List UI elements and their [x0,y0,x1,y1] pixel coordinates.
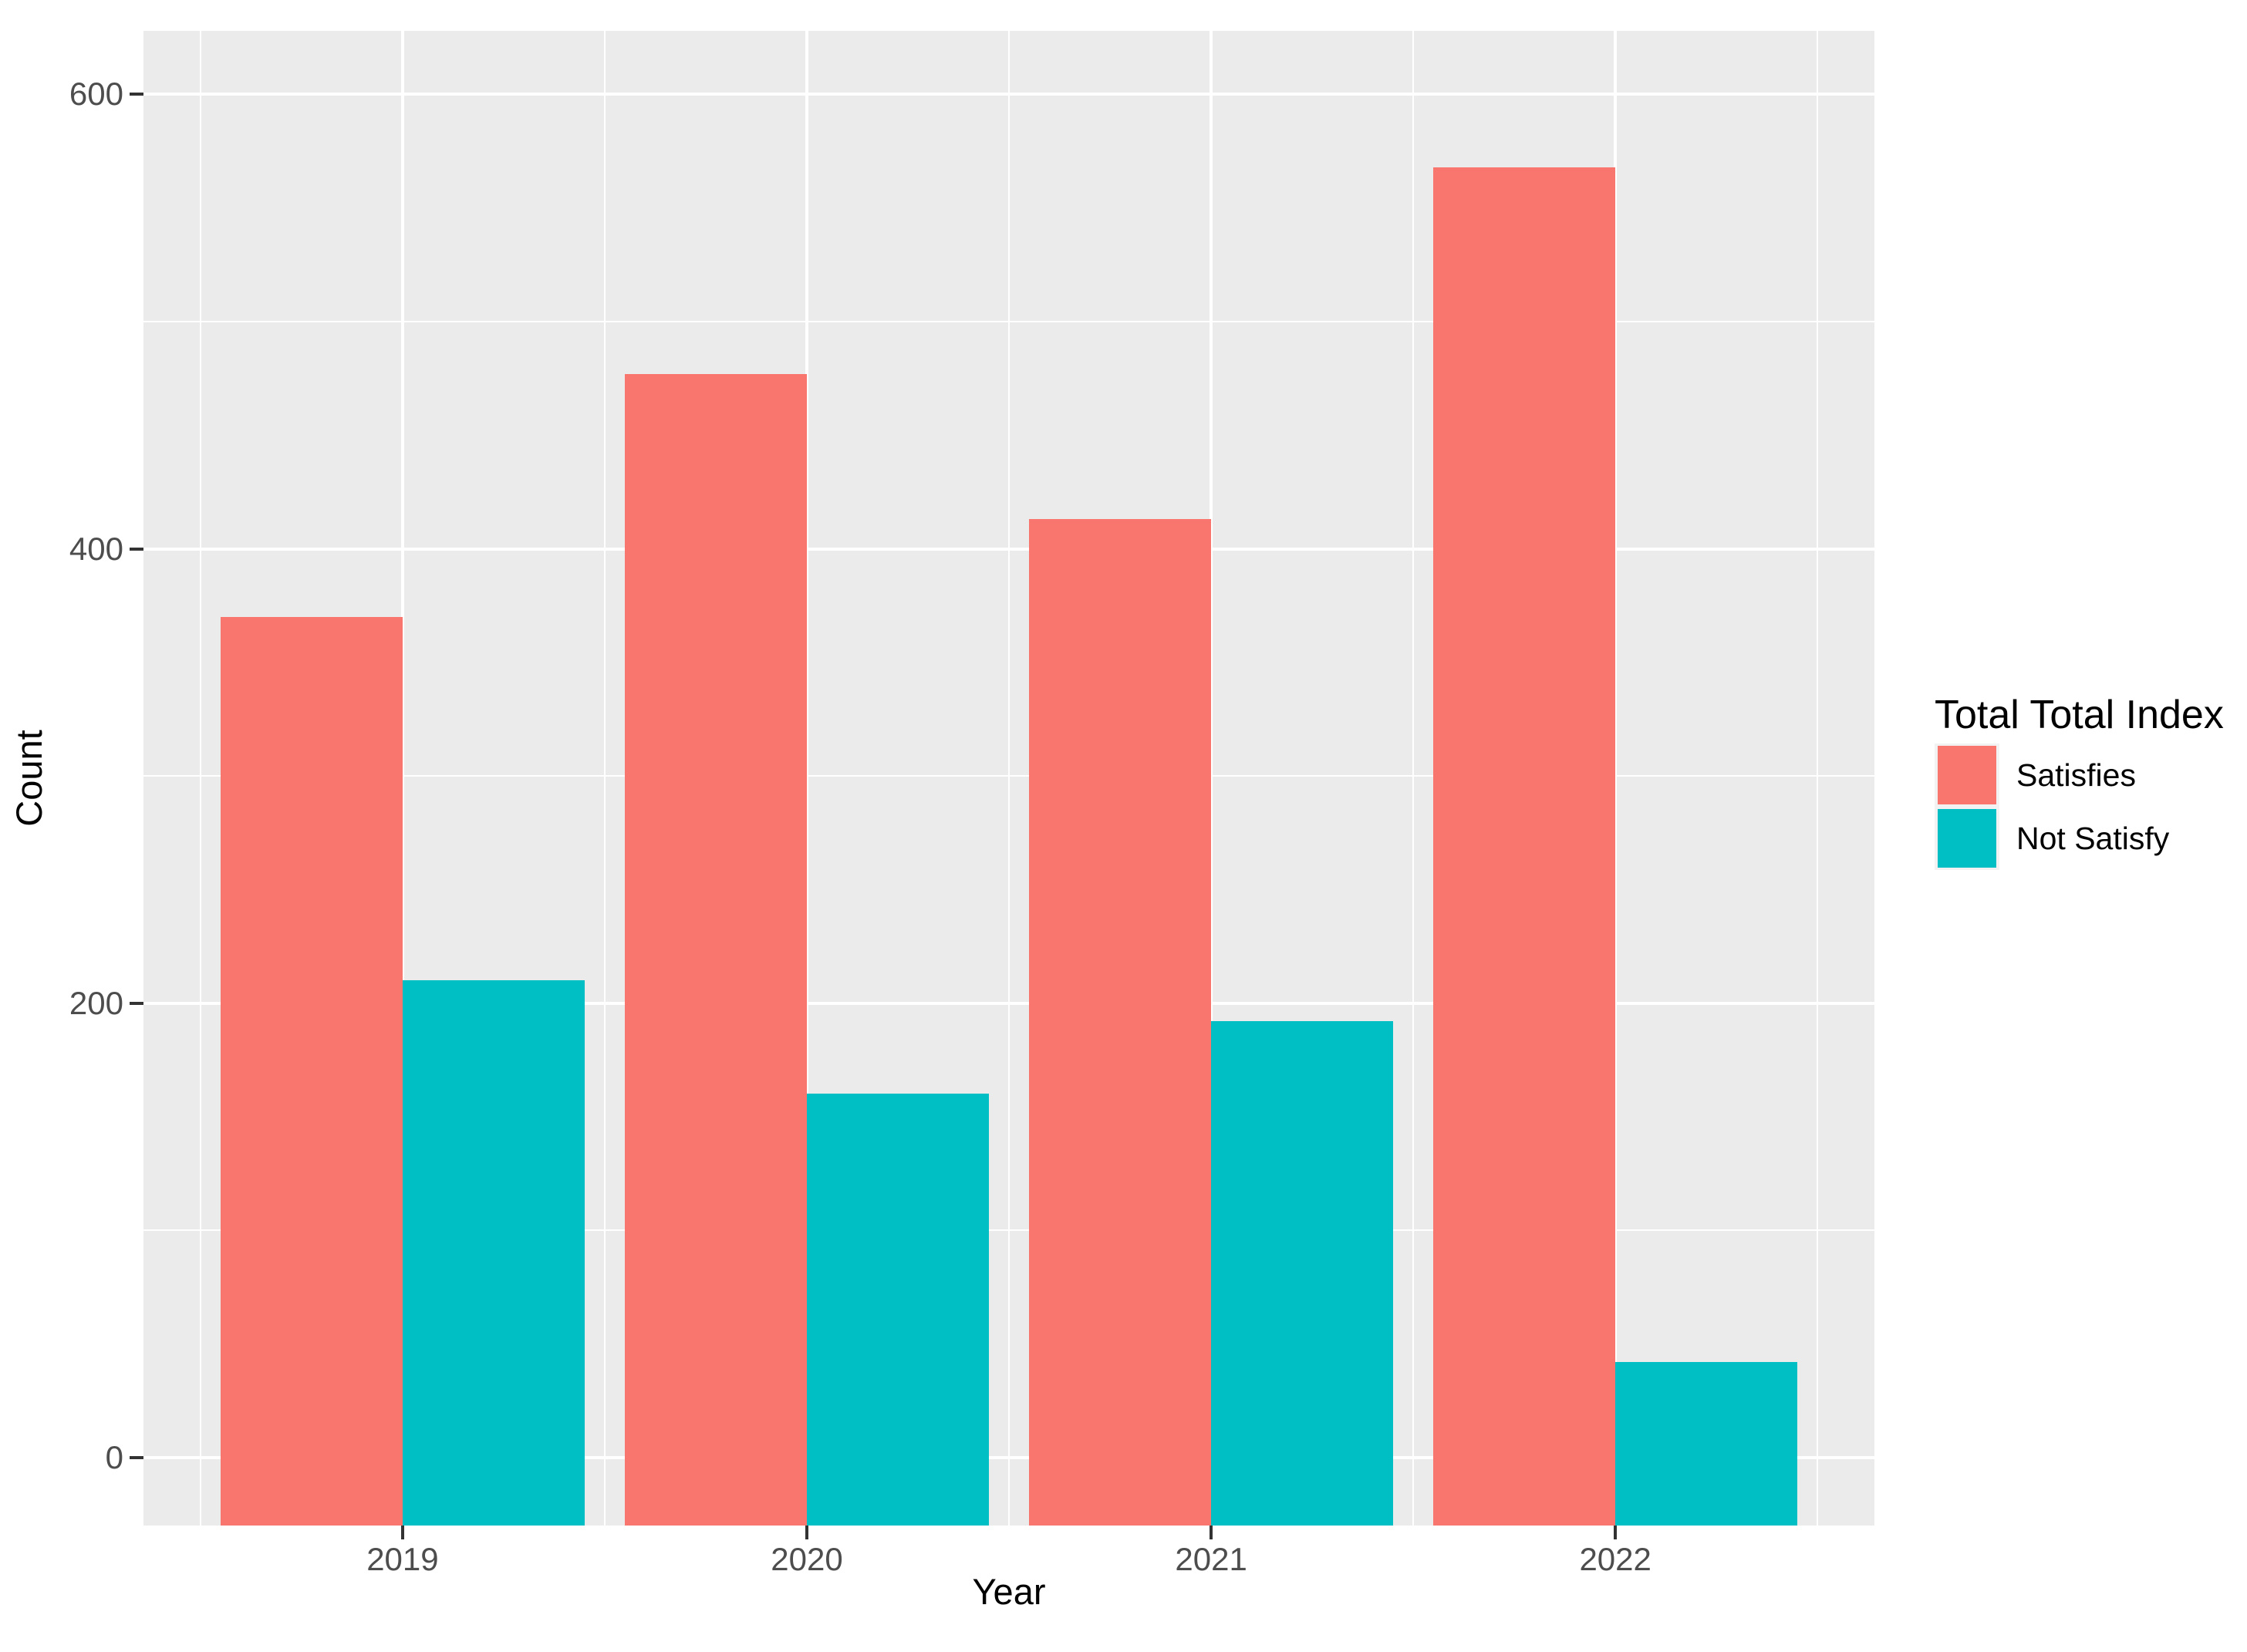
legend-key [1935,807,1999,870]
y-tick-mark-400 [130,547,143,551]
legend-item-not-satisfy: Not Satisfy [1935,807,2224,870]
bar-satisfies-2022 [1433,167,1616,1526]
legend-items: Satisfies Not Satisfy [1935,743,2224,870]
y-tick-mark-600 [130,93,143,96]
x-tick-mark-2021 [1210,1526,1213,1539]
bar-satisfies-2020 [624,373,807,1526]
bar-satisfies-2021 [1029,519,1212,1526]
gridline-minor-x-3 [1412,31,1415,1526]
not-satisfy-swatch-icon [1938,809,1996,868]
gridline-minor-x-2 [1008,31,1010,1526]
x-tick-mark-2022 [1614,1526,1618,1539]
y-tick-label-600: 600 [69,76,123,113]
x-tick-mark-2020 [805,1526,808,1539]
y-tick-label-0: 0 [105,1438,123,1475]
legend: Total Total Index Satisfies Not Satisfy [1935,691,2224,870]
y-tick-mark-200 [130,1001,143,1005]
x-tick-label-2019: 2019 [366,1541,439,1577]
plot-panel [143,31,1874,1526]
bar-not-satisfy-2021 [1211,1021,1394,1526]
gridline-minor-x-4 [1817,31,1819,1526]
y-tick-label-400: 400 [69,530,123,567]
legend-label-satisfies: Satisfies [2016,757,2136,793]
y-axis-title: Count [8,730,49,827]
gridline-major-x-2022 [1614,31,1618,1526]
legend-key [1935,743,1999,807]
bar-not-satisfy-2022 [1615,1361,1798,1526]
gridline-major-x-2019 [400,31,404,1526]
gridline-minor-x-0 [199,31,201,1526]
x-axis-title: Year [972,1571,1046,1612]
y-tick-label-200: 200 [69,984,123,1021]
legend-title: Total Total Index [1935,693,2224,737]
y-tick-mark-0 [130,1455,143,1459]
legend-label-not-satisfy: Not Satisfy [2016,820,2170,856]
x-tick-mark-2019 [400,1526,404,1539]
bar-satisfies-2019 [220,616,403,1526]
bar-not-satisfy-2019 [402,980,585,1526]
x-tick-label-2022: 2022 [1579,1541,1652,1577]
bar-not-satisfy-2020 [807,1094,990,1526]
x-tick-label-2020: 2020 [771,1541,843,1577]
gridline-minor-x-1 [603,31,606,1526]
satisfies-swatch-icon [1938,746,1996,804]
gridline-major-x-2021 [1210,31,1213,1526]
x-tick-label-2021: 2021 [1175,1541,1247,1577]
gridline-major-x-2020 [805,31,808,1526]
legend-item-satisfies: Satisfies [1935,743,2224,807]
